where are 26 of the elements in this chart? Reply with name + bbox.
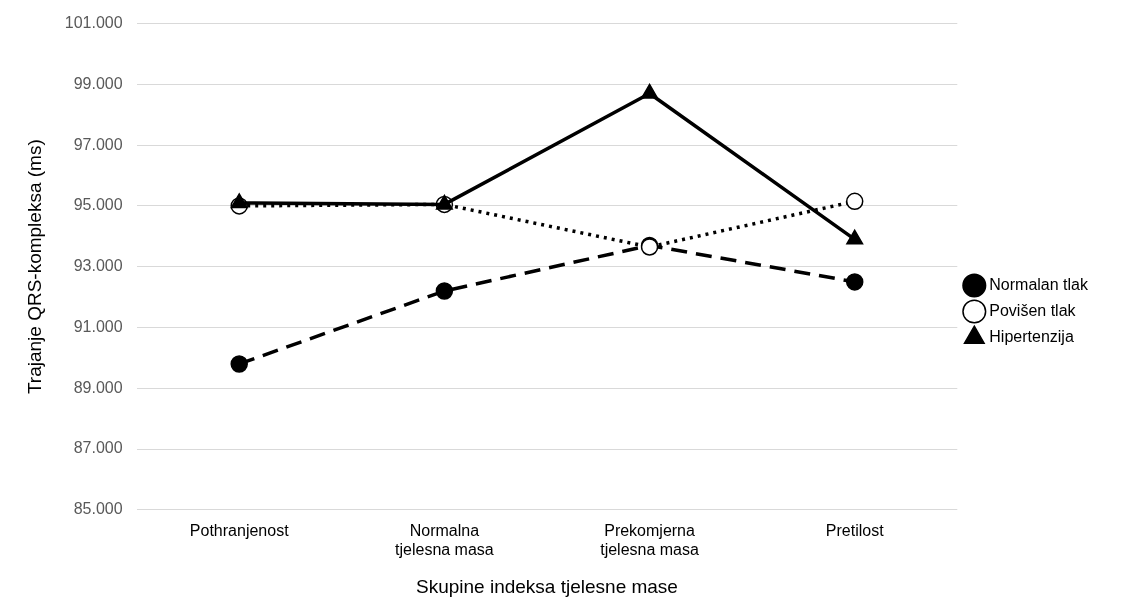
y-tick-label: 101.000 [64,14,123,32]
point [230,355,248,373]
point [641,83,659,99]
y-tick-label: 93.000 [73,257,123,275]
point [846,229,864,245]
y-tick-label: 87.000 [73,439,123,457]
x-tick-label: Normalna tjelesna masa [395,521,494,559]
x-tick-label: Pothranjenost [189,521,290,539]
y-tick-label: 95.000 [73,196,123,214]
legend-label: Povišen tlak [989,301,1077,319]
y-tick-label: 97.000 [73,135,123,153]
y-tick-label: 89.000 [73,378,123,396]
y-axis-title: Trajanje QRS-kompleksa (ms) [23,139,45,395]
y-tick-label: 99.000 [73,74,123,92]
legend-label: Hipertenzija [989,327,1074,345]
y-tick-label: 91.000 [73,317,123,335]
point [230,193,248,209]
legend-label: Normalan tlak [989,275,1089,293]
x-tick-label: Prekomjerna tjelesna masa [600,521,700,559]
point [845,192,864,211]
x-axis-title: Skupine indeksa tjelesne mase [416,575,678,597]
x-tick-label: Pretilost [825,521,885,539]
point [435,194,453,210]
point [435,282,454,300]
point [845,273,864,291]
y-tick-label: 85.000 [73,500,123,518]
